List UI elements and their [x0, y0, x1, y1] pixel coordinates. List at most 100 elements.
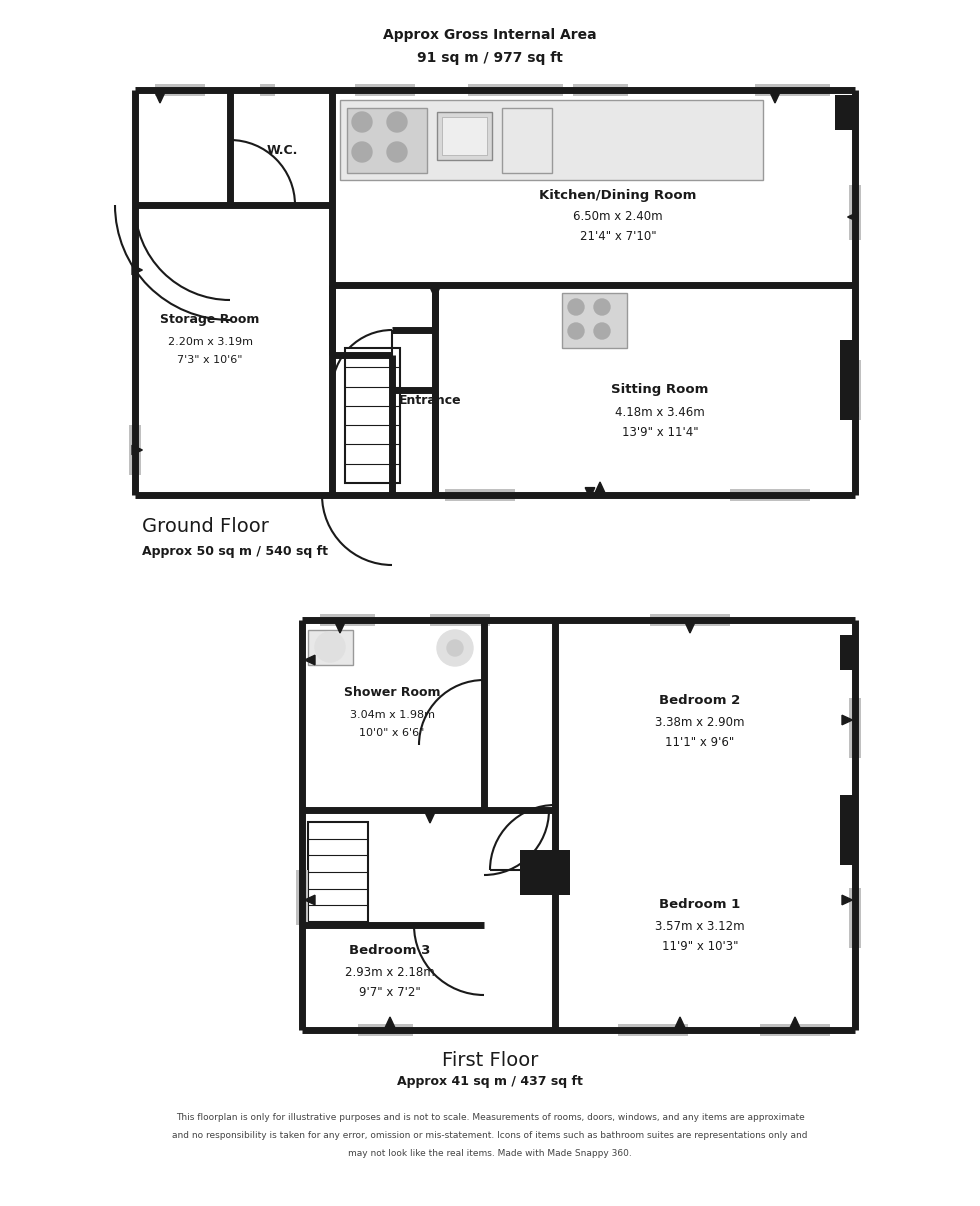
- Bar: [760, 1024, 830, 1036]
- Text: Kitchen/Dining Room: Kitchen/Dining Room: [539, 188, 697, 201]
- Circle shape: [315, 632, 345, 662]
- Bar: [618, 1024, 688, 1036]
- Text: 7'3" x 10'6": 7'3" x 10'6": [177, 355, 243, 365]
- Bar: [260, 84, 275, 96]
- Bar: [260, 87, 275, 93]
- Bar: [730, 488, 810, 500]
- Bar: [445, 488, 515, 500]
- Polygon shape: [305, 895, 315, 904]
- Text: 11'9" x 10'3": 11'9" x 10'3": [662, 941, 738, 954]
- Polygon shape: [132, 445, 142, 455]
- Bar: [650, 617, 730, 624]
- Circle shape: [437, 630, 473, 666]
- Polygon shape: [848, 408, 858, 417]
- Text: 21'4" x 7'10": 21'4" x 7'10": [580, 230, 657, 244]
- Bar: [849, 361, 861, 420]
- Polygon shape: [425, 813, 435, 822]
- Bar: [755, 84, 830, 96]
- Bar: [849, 185, 861, 240]
- Text: 2.93m x 2.18m: 2.93m x 2.18m: [345, 966, 435, 978]
- Text: Bedroom 3: Bedroom 3: [349, 943, 430, 956]
- Bar: [320, 617, 375, 624]
- Text: W.C.: W.C.: [267, 144, 298, 157]
- Bar: [299, 870, 305, 925]
- Bar: [835, 95, 855, 130]
- Text: and no responsibility is taken for any error, omission or mis-statement. Icons o: and no responsibility is taken for any e…: [172, 1131, 808, 1141]
- Text: Entrance: Entrance: [399, 393, 462, 406]
- Bar: [308, 630, 353, 665]
- Circle shape: [594, 323, 610, 339]
- Circle shape: [352, 142, 372, 162]
- Text: Bedroom 1: Bedroom 1: [660, 898, 741, 912]
- Bar: [520, 850, 570, 895]
- Circle shape: [447, 640, 463, 656]
- Circle shape: [594, 299, 610, 315]
- Bar: [852, 698, 858, 759]
- Polygon shape: [790, 1017, 800, 1028]
- Circle shape: [568, 323, 584, 339]
- Text: Bedroom 2: Bedroom 2: [660, 693, 741, 707]
- Text: may not look like the real items. Made with Made Snappy 360.: may not look like the real items. Made w…: [348, 1149, 632, 1159]
- Text: 4.18m x 3.46m: 4.18m x 3.46m: [615, 405, 705, 418]
- Text: Approx 41 sq m / 437 sq ft: Approx 41 sq m / 437 sq ft: [397, 1076, 583, 1089]
- Bar: [650, 614, 730, 626]
- Bar: [445, 492, 515, 498]
- Polygon shape: [305, 655, 315, 665]
- Bar: [437, 112, 492, 160]
- Bar: [320, 614, 375, 626]
- Text: 11'1" x 9'6": 11'1" x 9'6": [665, 736, 735, 749]
- Text: 9'7" x 7'2": 9'7" x 7'2": [359, 985, 420, 999]
- Bar: [755, 87, 830, 93]
- Polygon shape: [848, 212, 858, 222]
- Bar: [573, 87, 628, 93]
- Polygon shape: [430, 287, 440, 298]
- Bar: [468, 84, 563, 96]
- Text: Ground Floor: Ground Floor: [142, 517, 269, 537]
- Bar: [358, 1024, 413, 1036]
- Polygon shape: [335, 622, 345, 633]
- Polygon shape: [595, 482, 605, 492]
- Text: 91 sq m / 977 sq ft: 91 sq m / 977 sq ft: [417, 51, 563, 65]
- Text: Sitting Room: Sitting Room: [612, 384, 709, 397]
- Bar: [502, 109, 552, 172]
- Bar: [296, 870, 308, 925]
- Bar: [347, 109, 427, 172]
- Bar: [840, 636, 855, 671]
- Bar: [355, 87, 415, 93]
- Bar: [849, 698, 861, 759]
- Polygon shape: [685, 622, 695, 633]
- Circle shape: [387, 112, 407, 131]
- Bar: [852, 185, 858, 240]
- Circle shape: [568, 299, 584, 315]
- Bar: [562, 293, 627, 349]
- Bar: [345, 349, 400, 482]
- Text: 3.38m x 2.90m: 3.38m x 2.90m: [656, 715, 745, 728]
- Polygon shape: [770, 93, 780, 103]
- Bar: [849, 888, 861, 948]
- Bar: [358, 1028, 413, 1034]
- Polygon shape: [385, 1017, 395, 1028]
- Text: 6.50m x 2.40m: 6.50m x 2.40m: [573, 211, 662, 223]
- Polygon shape: [132, 265, 142, 275]
- Bar: [355, 84, 415, 96]
- Text: Storage Room: Storage Room: [161, 314, 260, 327]
- Bar: [129, 425, 141, 475]
- Polygon shape: [842, 715, 853, 725]
- Polygon shape: [585, 487, 595, 498]
- Bar: [840, 795, 855, 865]
- Text: Approx Gross Internal Area: Approx Gross Internal Area: [383, 28, 597, 42]
- Bar: [442, 117, 487, 156]
- Text: This floorplan is only for illustrative purposes and is not to scale. Measuremen: This floorplan is only for illustrative …: [175, 1113, 805, 1123]
- Text: 10'0" x 6'6": 10'0" x 6'6": [360, 728, 424, 738]
- Polygon shape: [675, 1017, 685, 1028]
- Bar: [573, 84, 628, 96]
- Bar: [430, 614, 490, 626]
- Bar: [618, 1028, 688, 1034]
- Text: 13'9" x 11'4": 13'9" x 11'4": [621, 426, 699, 439]
- Text: First Floor: First Floor: [442, 1050, 538, 1070]
- Text: 3.57m x 3.12m: 3.57m x 3.12m: [656, 920, 745, 933]
- Bar: [852, 888, 858, 948]
- Polygon shape: [155, 93, 165, 103]
- Text: Shower Room: Shower Room: [344, 686, 440, 699]
- Bar: [340, 100, 763, 180]
